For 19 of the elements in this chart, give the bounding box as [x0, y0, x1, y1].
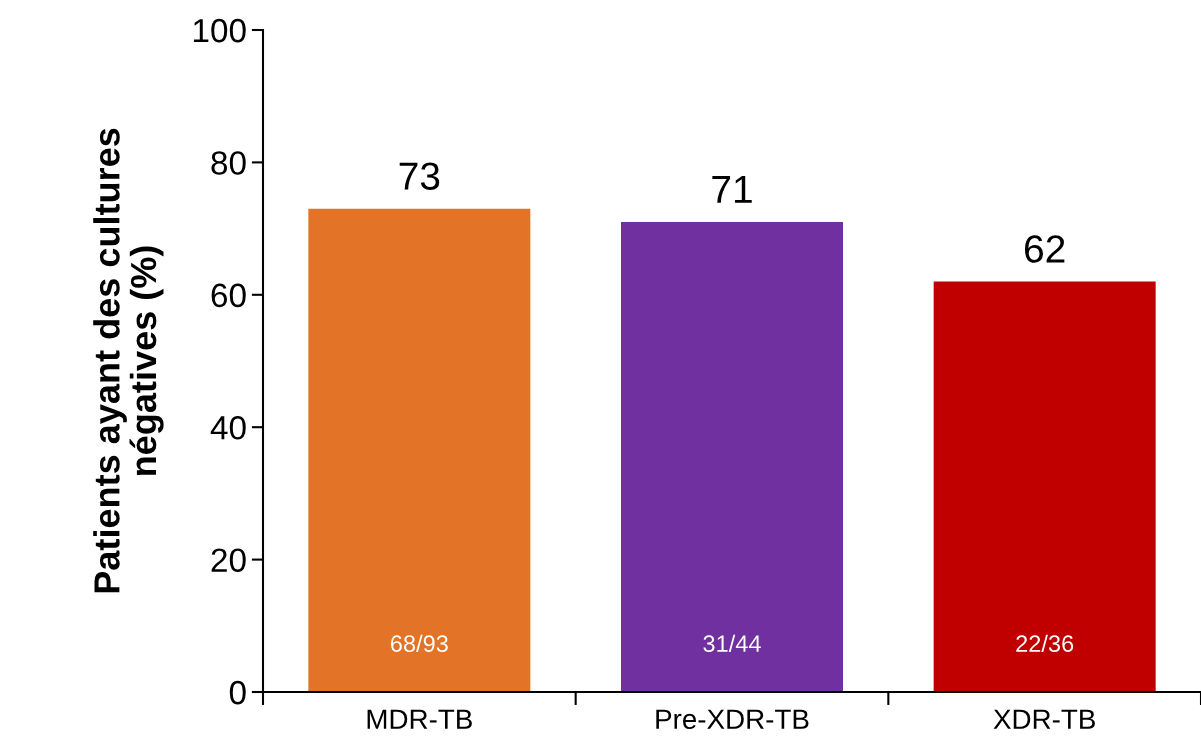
annotation: 22/36 — [1016, 634, 1074, 652]
y-tick-label: 80 — [211, 151, 246, 175]
x-tick-label: XDR-TB — [993, 709, 1095, 729]
annotation: 31/44 — [703, 634, 761, 652]
y-tick-label: 40 — [210, 416, 246, 440]
y-tick-label: 100 — [193, 18, 246, 43]
y-tick-label: 20 — [211, 548, 246, 573]
y-tick-label: 0 — [229, 680, 246, 705]
y-axis-title: Patients ayant des cultures négatives (%) — [93, 128, 164, 593]
x-tick-label: Pre-XDR-TB — [656, 709, 809, 730]
bar — [933, 281, 1156, 692]
y-tick-label: 60 — [211, 283, 246, 308]
bar — [621, 221, 843, 692]
x-tick-label: MDR-TB — [367, 709, 472, 729]
data-label: 62 — [1025, 235, 1065, 263]
data-label: 71 — [712, 176, 752, 203]
bar — [308, 208, 531, 692]
annotation: 68/93 — [390, 634, 448, 652]
data-label: 73 — [399, 162, 440, 190]
